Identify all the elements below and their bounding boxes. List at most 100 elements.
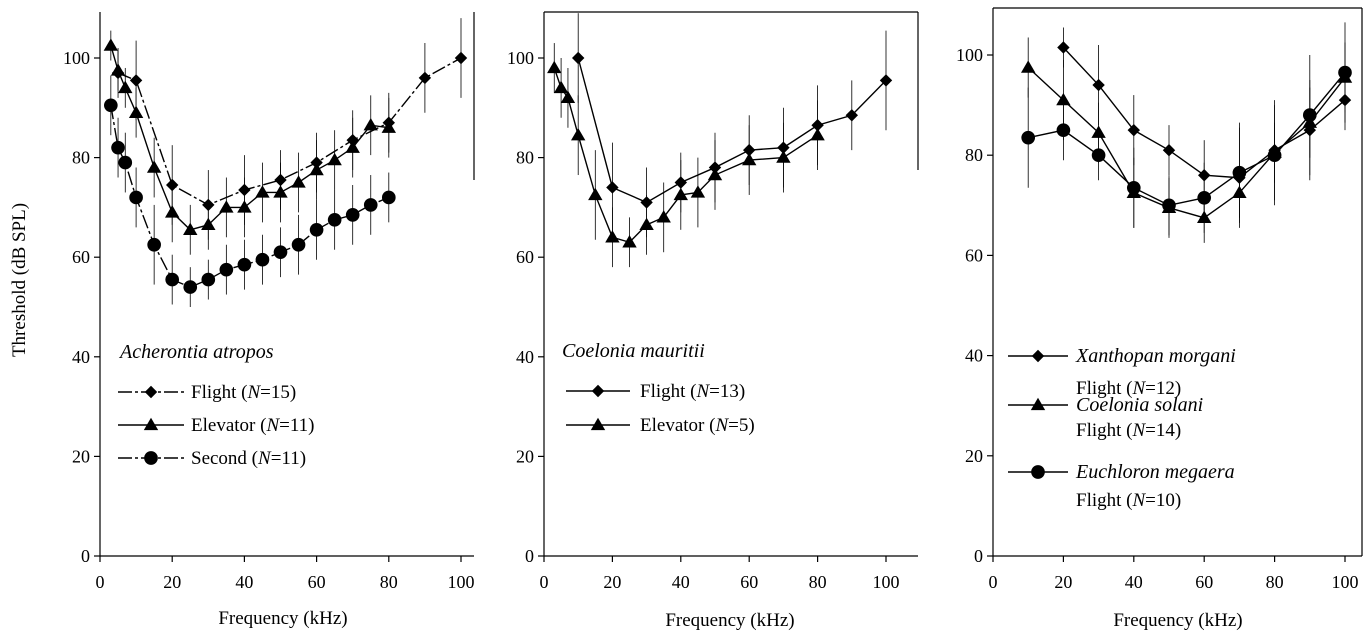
legend-swatch-marker (1030, 397, 1046, 411)
species-label: Coelonia mauritii (562, 340, 705, 362)
legend-swatch-marker (591, 384, 605, 398)
data-point (810, 127, 825, 141)
data-point (183, 222, 198, 235)
legend-label: Second (N=11) (191, 448, 306, 469)
data-point (1338, 65, 1352, 80)
legend-label: Elevator (N=11) (191, 415, 314, 436)
data-point (309, 162, 324, 176)
x-tick-label: 20 (603, 572, 621, 592)
series-line (110, 45, 389, 231)
x-tick-label: 80 (809, 572, 827, 592)
data-point (547, 60, 562, 74)
data-point (1021, 130, 1036, 145)
y-tick-label: 40 (965, 346, 983, 366)
x-tick-label: 40 (672, 572, 690, 592)
data-point (622, 235, 637, 248)
series-line (577, 57, 887, 204)
series-1 (111, 18, 468, 240)
x-tick-label: 0 (989, 572, 998, 592)
x-tick-label: 100 (448, 572, 475, 592)
data-point (588, 187, 603, 201)
x-axis-title: Frequency (kHz) (1113, 610, 1242, 631)
data-point (128, 105, 144, 118)
data-point (1127, 123, 1140, 137)
data-point (656, 210, 671, 223)
legend-label: Elevator (N=5) (640, 415, 755, 436)
species-label: Acherontia atropos (118, 341, 274, 363)
y-tick-label: 60 (72, 247, 90, 267)
data-point (454, 51, 468, 65)
legend-swatch-marker (143, 417, 159, 431)
legend: Flight (N=15) Elevator (N=11) Second (N=11… (118, 382, 314, 469)
y-tick-label: 100 (507, 48, 534, 68)
data-point (201, 272, 216, 287)
legend-species: Xanthopan morgani (1075, 345, 1236, 367)
data-point (381, 190, 396, 205)
data-point (309, 222, 324, 237)
x-tick-label: 20 (1054, 572, 1072, 592)
legend-swatch-marker (1031, 465, 1045, 479)
chart-panel-b: 0 20 40 60 80 100 0 20 40 60 80 100 Frequency (kHz) C… (507, 11, 919, 631)
x-tick-label: 0 (96, 572, 105, 592)
y-tick-label: 40 (72, 347, 90, 367)
series-3 (1021, 22, 1352, 236)
data-point (327, 152, 342, 166)
data-point (118, 80, 133, 94)
data-point (201, 217, 216, 231)
data-point (639, 217, 654, 231)
data-point (572, 51, 585, 65)
data-point (1197, 190, 1212, 205)
data-point (553, 80, 569, 94)
data-point (1232, 165, 1247, 180)
y-tick-label: 100 (956, 45, 983, 65)
data-point (327, 213, 342, 227)
y-tick-label: 80 (72, 148, 90, 168)
x-tick-label: 100 (873, 572, 900, 592)
data-point (291, 175, 306, 188)
data-point (363, 198, 378, 212)
data-point (571, 127, 586, 141)
data-point (147, 237, 161, 252)
x-tick-label: 40 (1125, 572, 1143, 592)
data-point (165, 272, 180, 287)
data-point (219, 200, 234, 213)
data-point (1126, 180, 1141, 195)
y-tick-label: 60 (965, 245, 983, 265)
data-point (1267, 148, 1282, 163)
data-point (129, 74, 143, 87)
y-tick-label: 20 (516, 446, 534, 466)
series-line (1027, 67, 1346, 219)
data-point (1302, 108, 1317, 122)
data-point (118, 155, 133, 170)
data-point (104, 98, 118, 113)
data-point (165, 205, 180, 218)
data-point (110, 63, 126, 76)
legend-swatch-marker (1031, 349, 1045, 363)
series-line (110, 105, 390, 288)
x-tick-label: 80 (380, 572, 398, 592)
data-point (879, 74, 893, 87)
x-tick-label: 60 (740, 572, 758, 592)
legend-label: Flight (N=13) (640, 381, 745, 402)
data-point (237, 257, 252, 272)
series-1 (572, 13, 893, 238)
x-tick-label: 60 (308, 572, 326, 592)
data-point (1021, 60, 1036, 73)
series-2 (103, 30, 396, 255)
y-tick-label: 20 (965, 446, 983, 466)
data-point (690, 185, 706, 198)
data-point (237, 200, 252, 213)
data-point (255, 252, 270, 267)
x-tick-label: 80 (1266, 572, 1284, 592)
legend-label: Flight (N=12) (1076, 378, 1181, 399)
legend: Xanthopan morgani Flight (N=12)Coelonia s… (1008, 345, 1236, 511)
legend: Flight (N=13) Elevator (N=5) (566, 381, 755, 436)
legend-label: Flight (N=10) (1076, 490, 1181, 511)
x-axis-title: Frequency (kHz) (665, 610, 794, 631)
y-tick-label: 0 (81, 546, 90, 566)
data-point (291, 237, 306, 252)
data-point (606, 181, 619, 194)
data-point (418, 71, 432, 85)
legend-swatch-marker (144, 451, 158, 465)
